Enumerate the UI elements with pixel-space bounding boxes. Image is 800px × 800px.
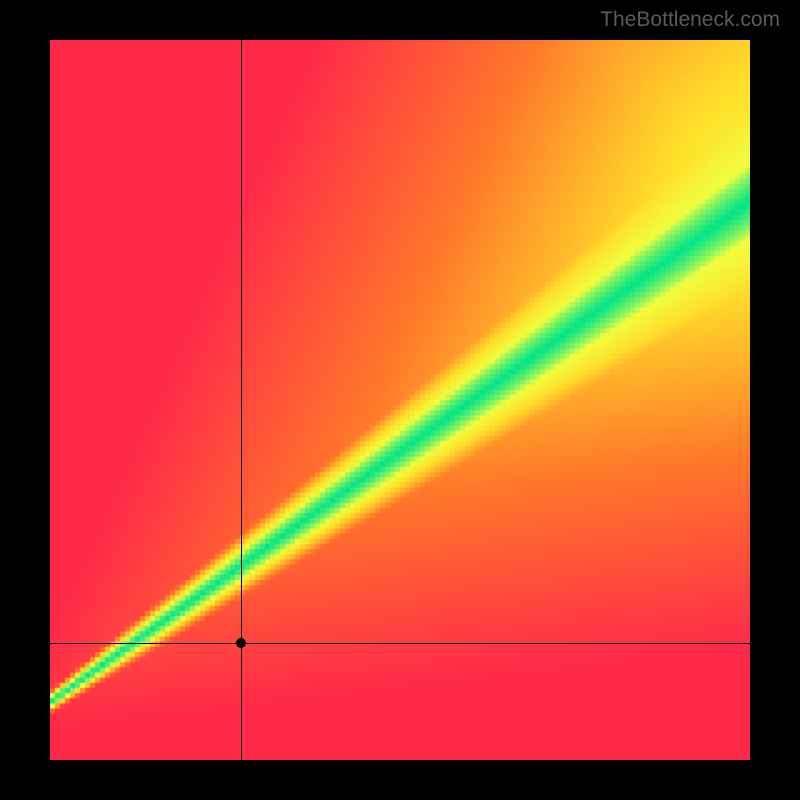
heatmap-canvas bbox=[50, 40, 750, 760]
crosshair-vertical bbox=[241, 40, 242, 760]
crosshair-marker bbox=[236, 638, 246, 648]
heatmap-chart bbox=[50, 40, 750, 760]
watermark-text: TheBottleneck.com bbox=[600, 8, 780, 32]
crosshair-horizontal bbox=[50, 643, 750, 644]
